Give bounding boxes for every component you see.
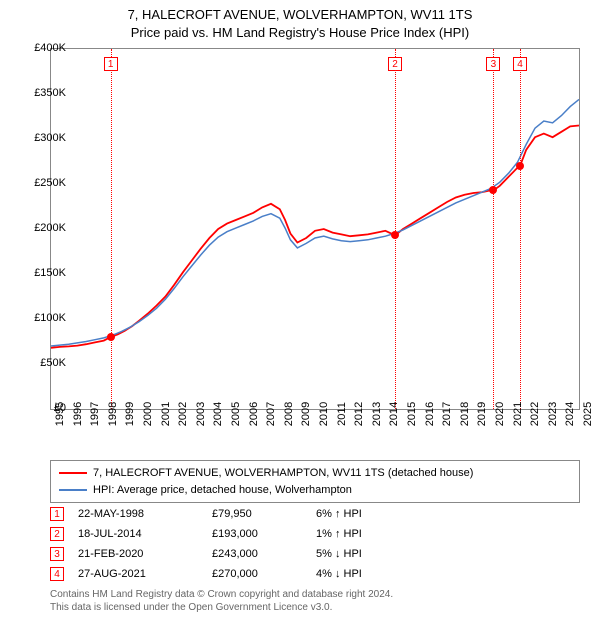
tx-dot-4 — [516, 162, 524, 170]
legend-item-1: 7, HALECROFT AVENUE, WOLVERHAMPTON, WV11… — [59, 465, 571, 482]
tx-badge: 1 — [50, 507, 64, 521]
x-tick-label: 1999 — [124, 402, 136, 426]
legend-label-1: 7, HALECROFT AVENUE, WOLVERHAMPTON, WV11… — [93, 465, 473, 482]
tx-row: 4 27-AUG-2021 £270,000 4% ↓ HPI — [50, 564, 580, 584]
y-tick-label: £350K — [6, 87, 66, 99]
x-tick-label: 2008 — [283, 402, 295, 426]
x-tick-label: 2025 — [582, 402, 594, 426]
x-tick-label: 2017 — [441, 402, 453, 426]
footer-line-1: Contains HM Land Registry data © Crown c… — [50, 588, 580, 601]
tx-delta: 6% ↑ HPI — [316, 508, 436, 520]
tx-delta: 1% ↑ HPI — [316, 528, 436, 540]
x-tick-label: 2005 — [230, 402, 242, 426]
x-tick-label: 1998 — [107, 402, 119, 426]
tx-badge: 2 — [50, 527, 64, 541]
tx-row: 3 21-FEB-2020 £243,000 5% ↓ HPI — [50, 544, 580, 564]
x-tick-label: 2010 — [318, 402, 330, 426]
x-tick-label: 2004 — [212, 402, 224, 426]
x-tick-label: 2018 — [459, 402, 471, 426]
plot-area: 1 2 34 — [50, 48, 580, 410]
tx-vline-2 — [395, 49, 396, 409]
tx-date: 22-MAY-1998 — [78, 508, 198, 520]
y-tick-label: £50K — [6, 357, 66, 369]
x-tick-label: 1997 — [89, 402, 101, 426]
tx-price: £193,000 — [212, 528, 302, 540]
y-tick-label: £300K — [6, 132, 66, 144]
y-tick-label: £100K — [6, 312, 66, 324]
chart-svg — [51, 49, 579, 409]
y-tick-label: £200K — [6, 222, 66, 234]
x-tick-label: 2002 — [177, 402, 189, 426]
title-block: 7, HALECROFT AVENUE, WOLVERHAMPTON, WV11… — [0, 0, 600, 41]
legend-label-2: HPI: Average price, detached house, Wolv… — [93, 482, 352, 499]
tx-dot-2 — [391, 231, 399, 239]
tx-row: 1 22-MAY-1998 £79,950 6% ↑ HPI — [50, 504, 580, 524]
legend-swatch-1 — [59, 472, 87, 474]
tx-vline-4 — [520, 49, 521, 409]
x-tick-label: 2024 — [564, 402, 576, 426]
tx-date: 21-FEB-2020 — [78, 548, 198, 560]
x-tick-label: 2012 — [353, 402, 365, 426]
chart-container: 7, HALECROFT AVENUE, WOLVERHAMPTON, WV11… — [0, 0, 600, 620]
tx-badge: 3 — [50, 547, 64, 561]
x-tick-label: 2009 — [300, 402, 312, 426]
tx-vline-1 — [111, 49, 112, 409]
tx-vline-3 — [493, 49, 494, 409]
y-tick-label: £250K — [6, 177, 66, 189]
x-tick-label: 1996 — [72, 402, 84, 426]
y-tick-label: £400K — [6, 42, 66, 54]
footer-line-2: This data is licensed under the Open Gov… — [50, 601, 580, 614]
transactions-table: 1 22-MAY-1998 £79,950 6% ↑ HPI 2 18-JUL-2014 £… — [50, 504, 580, 584]
tx-dot-1 — [107, 333, 115, 341]
x-tick-label: 2001 — [160, 402, 172, 426]
tx-badge: 4 — [50, 567, 64, 581]
x-tick-label: 2020 — [494, 402, 506, 426]
tx-marker-3: 3 — [486, 57, 500, 71]
tx-delta: 5% ↓ HPI — [316, 548, 436, 560]
legend: 7, HALECROFT AVENUE, WOLVERHAMPTON, WV11… — [50, 460, 580, 503]
footer: Contains HM Land Registry data © Crown c… — [50, 588, 580, 614]
series-hpi — [51, 99, 579, 346]
x-tick-label: 2003 — [195, 402, 207, 426]
series-price_paid — [51, 126, 579, 348]
x-tick-label: 2015 — [406, 402, 418, 426]
x-tick-label: 2022 — [529, 402, 541, 426]
x-tick-label: 2000 — [142, 402, 154, 426]
tx-row: 2 18-JUL-2014 £193,000 1% ↑ HPI — [50, 524, 580, 544]
x-tick-label: 2006 — [248, 402, 260, 426]
title-line-1: 7, HALECROFT AVENUE, WOLVERHAMPTON, WV11… — [0, 6, 600, 24]
tx-marker-4: 4 — [513, 57, 527, 71]
x-tick-label: 2019 — [476, 402, 488, 426]
x-tick-label: 2013 — [371, 402, 383, 426]
tx-marker-2: 2 — [388, 57, 402, 71]
tx-marker-1: 1 — [104, 57, 118, 71]
legend-swatch-2 — [59, 489, 87, 491]
legend-item-2: HPI: Average price, detached house, Wolv… — [59, 482, 571, 499]
tx-price: £270,000 — [212, 568, 302, 580]
x-tick-label: 2016 — [424, 402, 436, 426]
x-tick-label: 2014 — [388, 402, 400, 426]
x-tick-label: 2023 — [547, 402, 559, 426]
tx-delta: 4% ↓ HPI — [316, 568, 436, 580]
x-tick-label: 2021 — [512, 402, 524, 426]
title-line-2: Price paid vs. HM Land Registry's House … — [0, 24, 600, 42]
tx-dot-3 — [489, 186, 497, 194]
tx-date: 18-JUL-2014 — [78, 528, 198, 540]
tx-price: £243,000 — [212, 548, 302, 560]
x-tick-label: 2011 — [336, 402, 348, 426]
tx-date: 27-AUG-2021 — [78, 568, 198, 580]
tx-price: £79,950 — [212, 508, 302, 520]
x-tick-label: 1995 — [54, 402, 66, 426]
y-tick-label: £150K — [6, 267, 66, 279]
x-tick-label: 2007 — [265, 402, 277, 426]
